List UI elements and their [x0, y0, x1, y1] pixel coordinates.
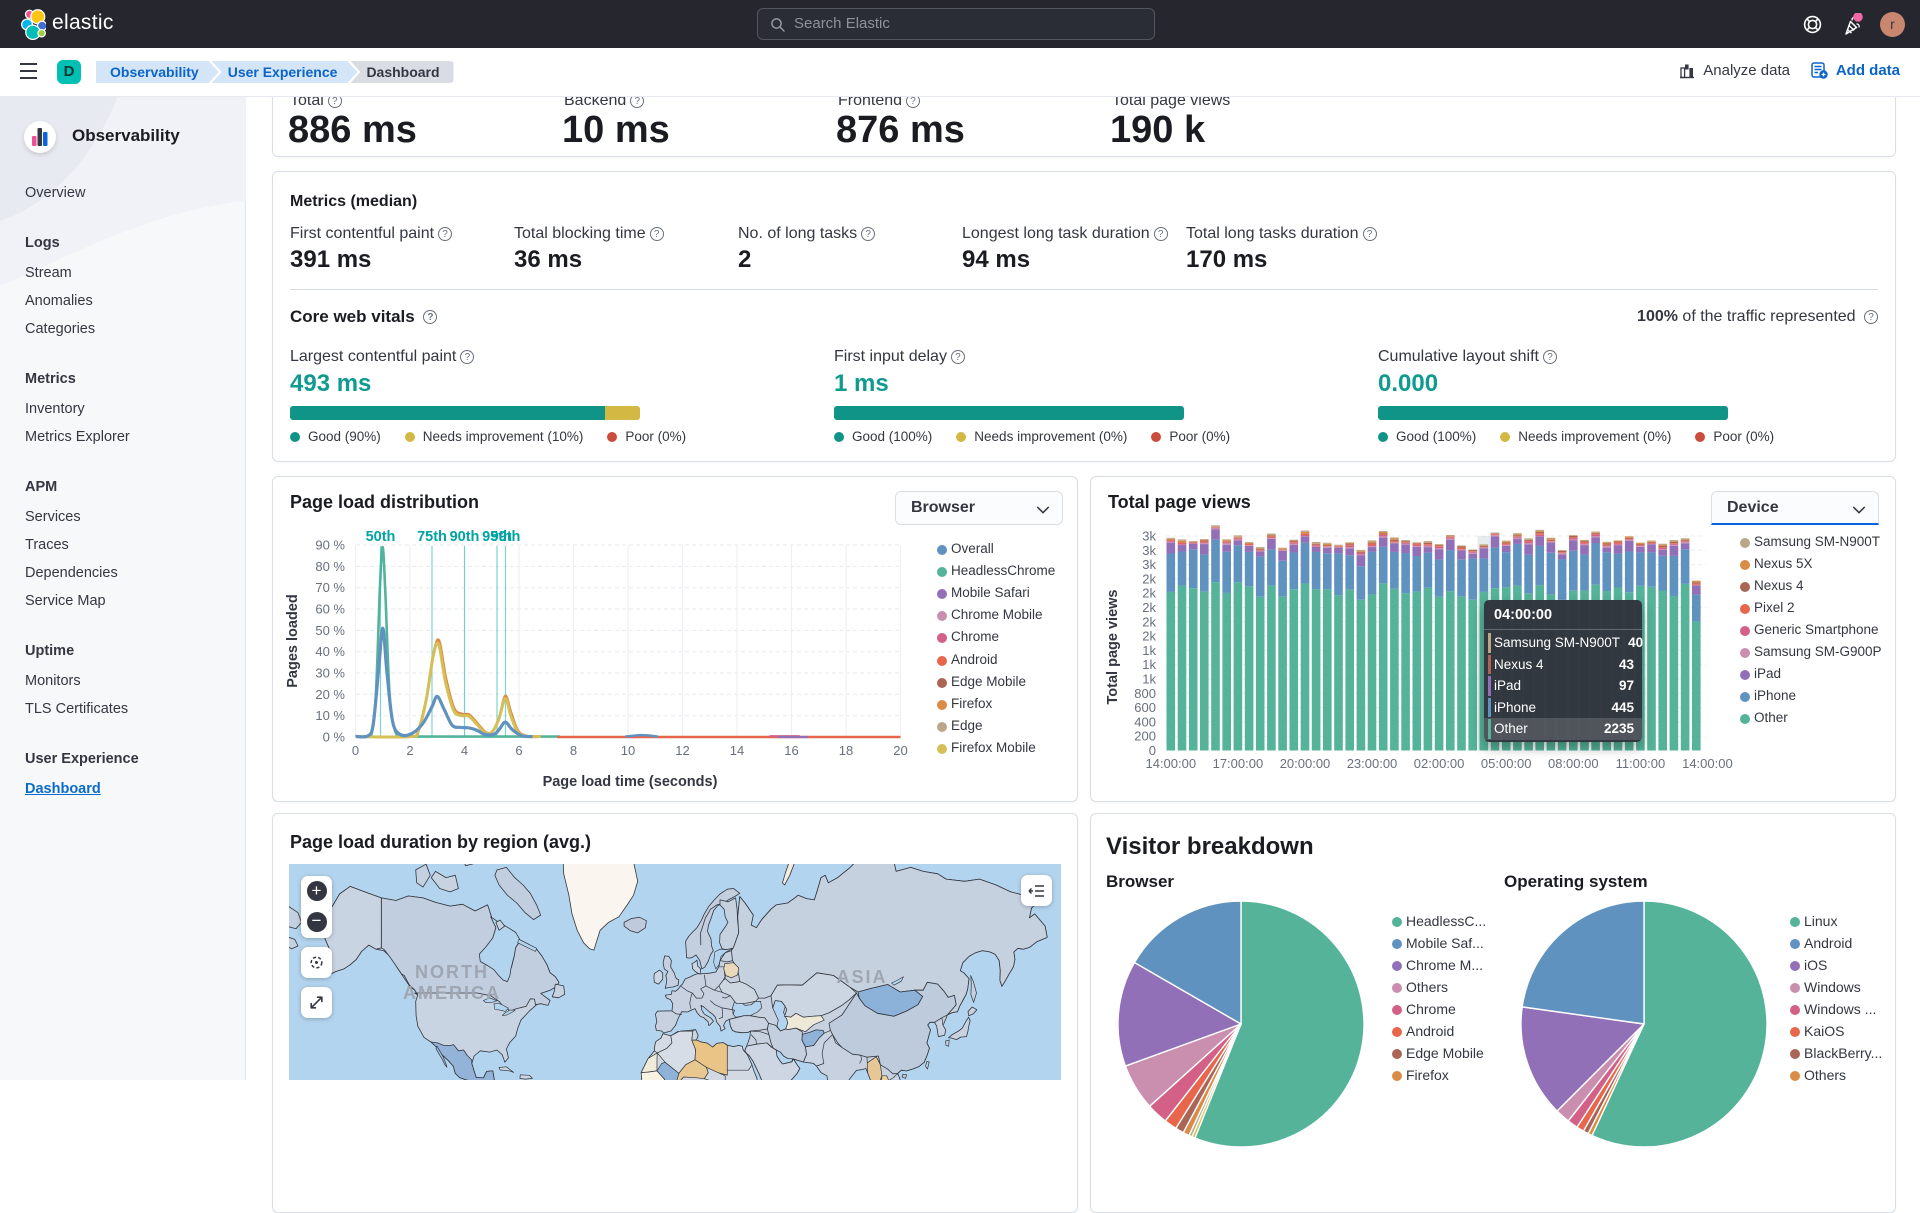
svg-text:AMERICA: AMERICA — [403, 983, 501, 1003]
svg-text:NORTH: NORTH — [415, 962, 489, 982]
svg-text:ASIA: ASIA — [836, 967, 887, 987]
